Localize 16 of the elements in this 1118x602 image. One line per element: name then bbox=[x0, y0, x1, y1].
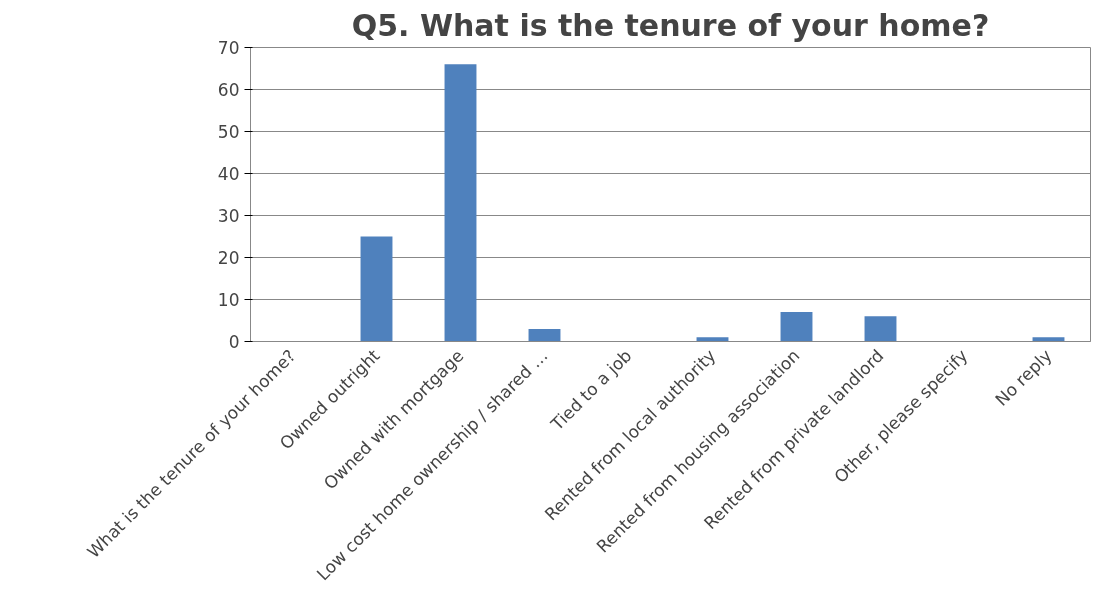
bar bbox=[360, 236, 393, 342]
bar bbox=[780, 312, 813, 342]
bar bbox=[528, 328, 561, 342]
y-tick-label: 30 bbox=[217, 206, 240, 226]
y-tick-label: 50 bbox=[217, 122, 240, 142]
y-tick-label: 10 bbox=[217, 290, 240, 310]
y-tick-label: 70 bbox=[217, 38, 240, 58]
bar bbox=[864, 316, 897, 342]
bar bbox=[444, 64, 477, 342]
chart-title: Q5. What is the tenure of your home? bbox=[351, 7, 990, 43]
y-tick-label: 60 bbox=[217, 80, 240, 100]
bar bbox=[696, 337, 729, 342]
y-tick-label: 0 bbox=[228, 332, 240, 352]
y-tick-label: 20 bbox=[217, 248, 240, 268]
bar bbox=[1032, 337, 1065, 342]
y-tick-label: 40 bbox=[217, 164, 240, 184]
